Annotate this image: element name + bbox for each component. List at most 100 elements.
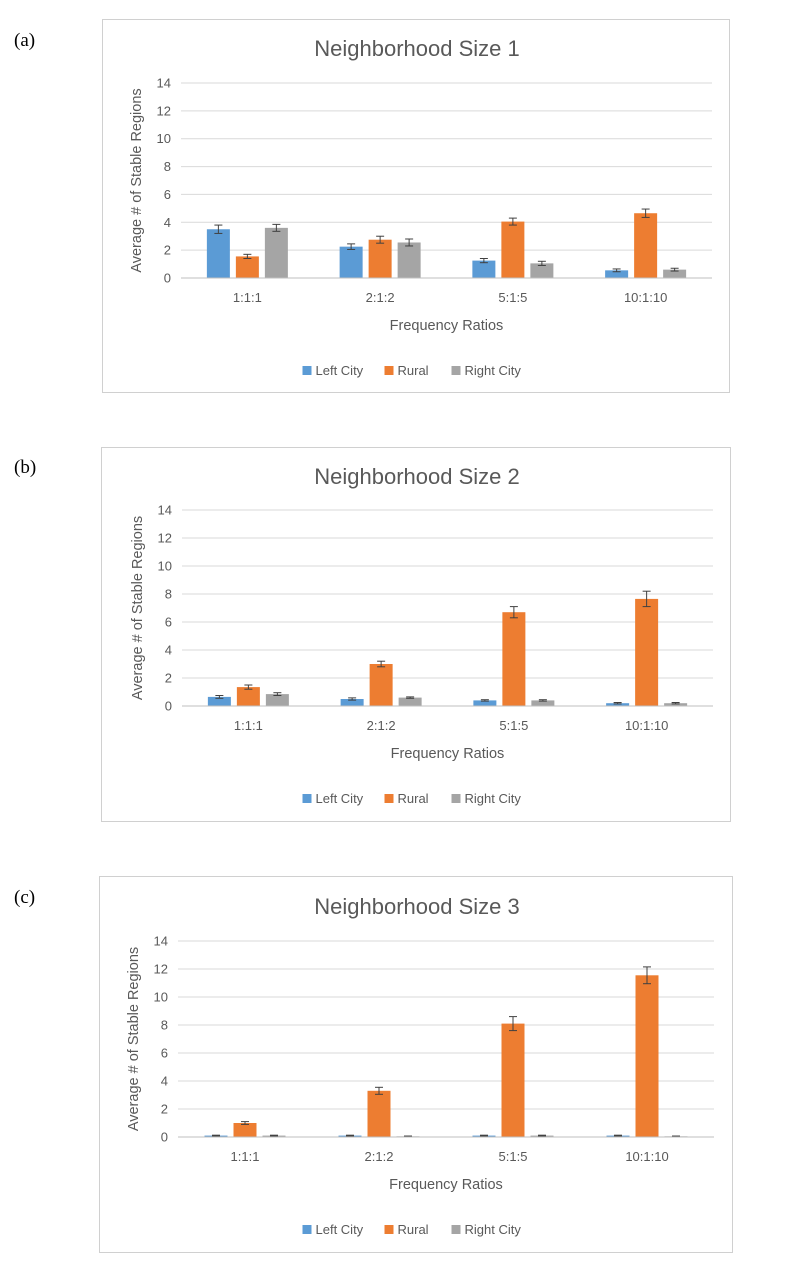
legend-swatch xyxy=(384,1225,394,1234)
chart-title: Neighborhood Size 1 xyxy=(314,36,519,61)
chart-panel-b: Neighborhood Size 2 0 2 4 6 8 10 12 14 Average # … xyxy=(101,447,731,822)
legend-swatch xyxy=(384,794,394,803)
legend-swatch xyxy=(302,1225,312,1234)
x-tick-label: 10:1:10 xyxy=(624,290,667,305)
y-tick-label: 12 xyxy=(154,962,168,977)
bar xyxy=(605,270,629,278)
y-tick-label: 8 xyxy=(161,1018,168,1033)
legend-swatch xyxy=(302,794,312,803)
bar xyxy=(369,664,393,706)
legend-swatch xyxy=(451,366,461,375)
bar xyxy=(606,703,630,706)
bar xyxy=(502,612,526,706)
bar xyxy=(233,1123,257,1137)
bar-chart-a: Neighborhood Size 1 0 2 4 6 8 10 12 14 Average # … xyxy=(129,36,712,378)
bar xyxy=(664,703,688,706)
bar xyxy=(501,221,525,278)
bar xyxy=(472,260,496,278)
y-tick-label: 0 xyxy=(161,1130,168,1145)
y-tick-label: 8 xyxy=(165,587,172,602)
panel-label-c: (c) xyxy=(14,887,36,908)
y-tick-label: 2 xyxy=(165,671,172,686)
bar xyxy=(339,246,363,278)
y-tick-label: 0 xyxy=(164,271,171,286)
x-axis-label: Frequency Ratios xyxy=(390,318,504,334)
x-tick-label: 5:1:5 xyxy=(499,718,528,733)
y-tick-label: 4 xyxy=(165,643,172,658)
y-tick-label: 12 xyxy=(158,531,172,546)
legend-label: Left City xyxy=(316,363,364,378)
x-tick-label: 2:1:2 xyxy=(366,290,395,305)
bar xyxy=(398,697,422,706)
bar-chart-b: Neighborhood Size 2 0 2 4 6 8 10 12 14 Average # … xyxy=(130,464,713,806)
x-tick-label: 5:1:5 xyxy=(498,290,527,305)
x-tick-label: 1:1:1 xyxy=(234,718,263,733)
chart-title: Neighborhood Size 2 xyxy=(314,464,519,489)
x-axis-label: Frequency Ratios xyxy=(389,1177,503,1193)
legend-label: Right City xyxy=(465,791,522,806)
y-tick-label: 10 xyxy=(157,131,171,146)
bar xyxy=(368,239,392,278)
y-tick-label: 14 xyxy=(154,934,168,949)
panel-label-b: (b) xyxy=(14,457,37,478)
legend-label: Rural xyxy=(398,1222,429,1237)
bar xyxy=(206,229,230,278)
legend-label: Left City xyxy=(316,1222,364,1237)
bar xyxy=(635,975,659,1137)
y-tick-label: 12 xyxy=(157,103,171,118)
bar xyxy=(340,699,364,706)
y-tick-label: 14 xyxy=(157,76,171,91)
y-axis-label: Average # of Stable Regions xyxy=(130,516,146,700)
panel-label-a: (a) xyxy=(14,30,36,51)
x-tick-label: 2:1:2 xyxy=(365,1149,394,1164)
bar xyxy=(634,213,658,278)
y-axis-label: Average # of Stable Regions xyxy=(126,947,142,1131)
legend-swatch xyxy=(451,794,461,803)
legend-label: Left City xyxy=(316,791,364,806)
y-tick-label: 8 xyxy=(164,159,171,174)
legend-swatch xyxy=(451,1225,461,1234)
y-tick-label: 10 xyxy=(158,559,172,574)
bar xyxy=(663,269,687,278)
chart-panel-a: Neighborhood Size 1 0 2 4 6 8 10 12 14 Average # … xyxy=(102,19,730,393)
bar-chart-c: Neighborhood Size 3 0 2 4 6 8 10 12 14 Average # … xyxy=(126,894,714,1237)
y-tick-label: 6 xyxy=(161,1046,168,1061)
x-tick-label: 2:1:2 xyxy=(367,718,396,733)
legend-swatch xyxy=(384,366,394,375)
bar xyxy=(264,227,288,278)
x-tick-label: 5:1:5 xyxy=(499,1149,528,1164)
bar xyxy=(530,263,554,278)
legend-swatch xyxy=(302,366,312,375)
x-tick-label: 1:1:1 xyxy=(233,290,262,305)
bar xyxy=(397,242,421,278)
bar xyxy=(367,1090,391,1137)
bar xyxy=(501,1023,525,1137)
legend-label: Rural xyxy=(398,363,429,378)
bar xyxy=(236,687,260,706)
bar xyxy=(235,256,259,278)
chart-panel-c: Neighborhood Size 3 0 2 4 6 8 10 12 14 Average # … xyxy=(99,876,733,1253)
bar xyxy=(635,598,659,706)
x-tick-label: 10:1:10 xyxy=(625,1149,668,1164)
bar xyxy=(265,694,289,706)
y-axis-label: Average # of Stable Regions xyxy=(129,88,145,272)
bar xyxy=(531,700,555,706)
x-axis-label: Frequency Ratios xyxy=(391,746,505,762)
y-tick-label: 4 xyxy=(161,1074,168,1089)
x-tick-label: 10:1:10 xyxy=(625,718,668,733)
y-tick-label: 2 xyxy=(161,1102,168,1117)
y-tick-label: 4 xyxy=(164,215,171,230)
y-tick-label: 0 xyxy=(165,699,172,714)
legend-label: Right City xyxy=(465,363,522,378)
chart-title: Neighborhood Size 3 xyxy=(314,894,519,919)
y-tick-label: 10 xyxy=(154,990,168,1005)
y-tick-label: 2 xyxy=(164,243,171,258)
y-tick-label: 14 xyxy=(158,503,172,518)
legend-label: Right City xyxy=(465,1222,522,1237)
y-tick-label: 6 xyxy=(165,615,172,630)
legend-label: Rural xyxy=(398,791,429,806)
y-tick-label: 6 xyxy=(164,187,171,202)
bar xyxy=(207,696,231,706)
bar xyxy=(473,700,497,706)
x-tick-label: 1:1:1 xyxy=(231,1149,260,1164)
